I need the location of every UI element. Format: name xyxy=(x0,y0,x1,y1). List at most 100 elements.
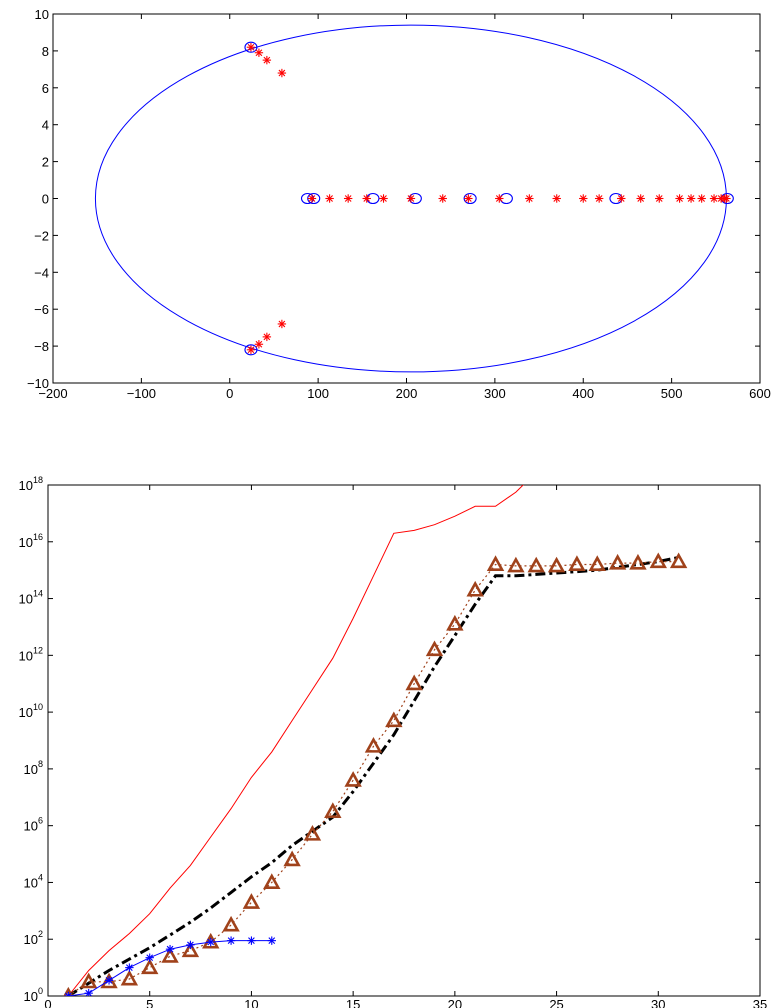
plot2-triangle-marker xyxy=(120,969,139,986)
plot2-triangle-marker xyxy=(486,555,505,571)
plot2-triangle-marker xyxy=(141,958,159,975)
plot1-xtick-label: −100 xyxy=(127,386,156,401)
plot1-asterisk-marker xyxy=(307,194,317,203)
plot1-asterisk-marker xyxy=(246,43,256,52)
plot2-series-line-2 xyxy=(67,560,679,996)
plot2-triangle-marker xyxy=(527,556,545,573)
plot1-asterisk-marker xyxy=(675,194,684,203)
plot1-asterisk-marker xyxy=(246,345,256,354)
plot2-triangle-marker xyxy=(568,555,586,571)
plot2-triangle-marker xyxy=(588,555,606,571)
plot1-axes-box xyxy=(52,13,761,384)
plot2-ytick-label: 1016 xyxy=(19,532,43,550)
plot1-circle-marker xyxy=(463,192,477,205)
plot1-ytick-label: −4 xyxy=(34,265,49,280)
plot1-ytick-label: 10 xyxy=(35,7,49,22)
plot1-xtick-label: 600 xyxy=(749,386,771,401)
plot1-xtick-label: 0 xyxy=(226,386,233,401)
plot2-ytick-label: 104 xyxy=(24,872,43,890)
plot1-xtick-label: 400 xyxy=(572,386,594,401)
plot2-triangle-marker xyxy=(344,771,362,787)
plot2-xtick-label: 5 xyxy=(146,997,153,1008)
plot1-asterisk-marker xyxy=(406,194,416,203)
plot1-ytick-label: −2 xyxy=(34,228,49,243)
plot2-triangle-marker xyxy=(405,674,423,691)
plot1-asterisk-marker xyxy=(579,194,588,203)
plot2-triangle-marker xyxy=(547,556,566,573)
plot1-xtick-label: 500 xyxy=(661,386,683,401)
plot1-asterisk-marker xyxy=(617,194,626,203)
plot2-triangle-marker xyxy=(100,972,118,989)
plot2-ytick-label: 106 xyxy=(24,816,43,834)
plot2-triangle-marker xyxy=(283,850,301,867)
plot1-circle-marker xyxy=(307,192,321,205)
plot2-triangle-marker xyxy=(629,553,647,570)
plot2-triangle-marker xyxy=(649,552,667,569)
plot2-axes-box xyxy=(47,484,761,997)
plot1-ytick-label: 6 xyxy=(42,81,49,96)
plot1-xtick-label: 100 xyxy=(307,386,329,401)
plot2-triangle-marker xyxy=(181,941,200,958)
plot2-asterisk-marker xyxy=(125,963,134,972)
plot2-triangle-marker xyxy=(303,825,322,841)
plot1-asterisk-marker xyxy=(438,194,447,203)
plot1-asterisk-marker xyxy=(464,194,473,203)
plot1-circle-marker xyxy=(244,41,258,53)
plot1-asterisk-marker xyxy=(697,194,706,203)
plot1-ytick-label: −8 xyxy=(34,339,49,354)
log-growth-plot: 0 5 10 15 20 25 30 35 100 102 104 106 108 1010 1012 101… xyxy=(19,475,768,1008)
plot2-ytick-label: 1010 xyxy=(19,702,43,720)
plot1-ytick-label: 8 xyxy=(42,44,49,59)
plot1-asterisk-marker xyxy=(495,194,504,203)
plot1-circle-marker xyxy=(244,344,258,356)
plot1-asterisk-marker xyxy=(254,48,264,57)
plot2-asterisk-marker xyxy=(186,940,195,950)
plot1-asterisk-marker xyxy=(594,194,604,203)
plot2-asterisk-marker xyxy=(145,953,154,962)
plot2-xtick-label: 20 xyxy=(448,997,462,1008)
plot1-asterisk-marker xyxy=(379,194,388,203)
plot1-ytick-label: −6 xyxy=(34,302,49,317)
plot1-xtick-label: −200 xyxy=(38,386,67,401)
plot1-asterisk-marker xyxy=(254,340,264,349)
pole-zero-plot: −200 −100 0 100 200 300 400 500 600 −10 −8 −6 −4 −2 0 2… xyxy=(27,7,771,401)
plot2-triangle-marker xyxy=(385,711,403,728)
plot2-asterisk-marker xyxy=(104,976,114,985)
plot2-triangle-marker xyxy=(669,552,688,569)
plot2-triangle-marker xyxy=(263,873,281,889)
plot1-asterisk-marker xyxy=(686,194,696,203)
plot2-xtick-label: 30 xyxy=(651,997,665,1008)
plot2-asterisk-marker xyxy=(84,988,93,996)
plot2-xtick-label: 0 xyxy=(44,997,51,1008)
plot2-triangle-marker xyxy=(79,972,98,989)
plot2-triangle-marker xyxy=(324,802,342,818)
plot1-asterisk-marker xyxy=(552,194,561,203)
plot1-asterisk-marker xyxy=(722,194,731,203)
plot2-xtick-label: 35 xyxy=(753,997,767,1008)
plot2-triangle-marker xyxy=(425,640,444,657)
plot1-asterisk-marker xyxy=(343,194,353,203)
plot1-asterisk-marker xyxy=(709,194,719,203)
plot2-ytick-label: 108 xyxy=(24,759,43,777)
plot2-xtick-label: 15 xyxy=(346,997,360,1008)
plot1-asterisk-marker xyxy=(636,194,645,203)
plot2-triangle-marker xyxy=(161,947,179,963)
plot2-xtick-label: 25 xyxy=(549,997,563,1008)
plot1-xtick-label: 300 xyxy=(484,386,506,401)
plot2-series-line-1 xyxy=(67,555,679,996)
plot2-triangle-marker xyxy=(608,553,627,570)
plot1-ytick-label: 4 xyxy=(42,118,49,133)
plot2-triangle-marker xyxy=(466,580,484,597)
plot1-ytick-label: 2 xyxy=(42,155,49,170)
plot2-asterisk-marker xyxy=(226,936,236,945)
plot2-ytick-label: 1012 xyxy=(19,645,43,663)
plot2-asterisk-marker xyxy=(64,991,73,996)
plot2-ytick-label: 1018 xyxy=(19,475,43,493)
plot2-asterisk-marker xyxy=(165,944,175,954)
plot2-asterisk-marker xyxy=(206,937,215,947)
plot2-triangle-marker xyxy=(364,737,383,753)
plot1-asterisk-marker xyxy=(362,194,371,203)
plot2-ytick-label: 102 xyxy=(24,929,43,947)
plot2-asterisk-marker xyxy=(247,936,256,945)
